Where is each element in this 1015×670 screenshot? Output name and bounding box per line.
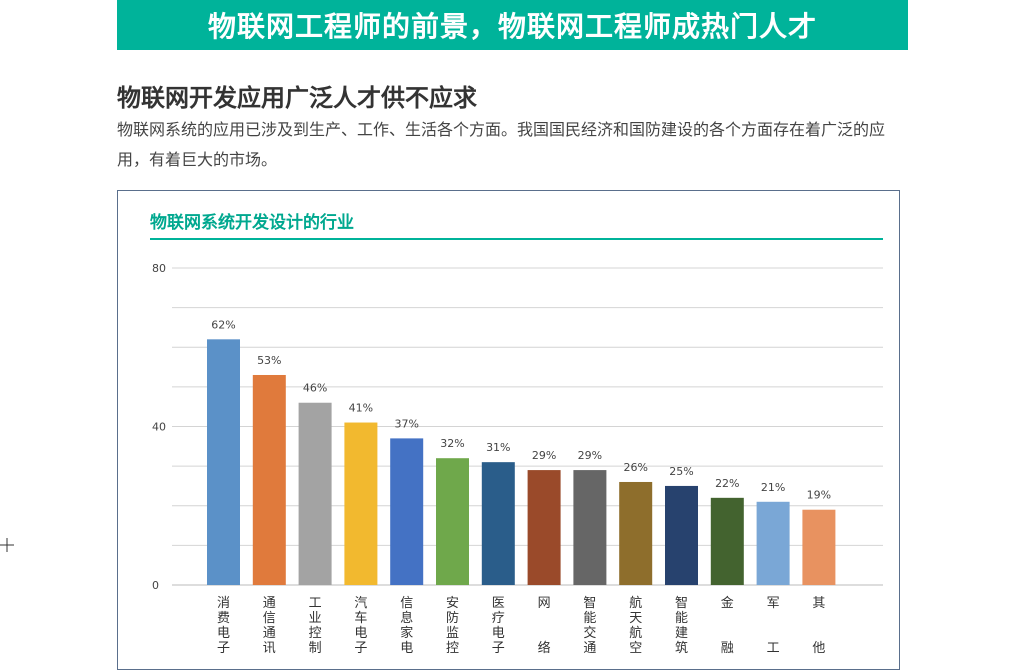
category-tick-label: 安防监控 [446,596,459,656]
bar [298,402,332,585]
banner: 物联网工程师的前景，物联网工程师成热门人才 [117,0,908,50]
bar-value-label: 32% [440,437,464,450]
bar-value-label: 41% [349,402,373,415]
bar-value-label: 53% [257,354,281,367]
y-tick-label: 0 [152,579,159,592]
category-tick-label: 军工 [767,596,780,656]
intro-paragraph: 物联网系统的应用已涉及到生产、工作、生活各个方面。我国国民经济和国防建设的各个方… [117,120,886,169]
category-tick-label: 工业控制 [309,596,322,656]
category-tick-label: 其他 [812,596,825,656]
category-tick-label: 通信通讯 [263,596,276,656]
crosshair-cursor-icon [0,538,14,552]
bar-value-label: 29% [578,449,602,462]
bar-value-label: 31% [486,441,510,454]
category-tick-label: 智能交通 [583,596,596,656]
category-tick-label: 消费电子 [217,596,230,656]
bar [481,462,515,585]
bar-value-label: 26% [623,461,647,474]
bar-value-label: 21% [761,481,785,494]
bar [619,481,653,585]
category-tick-label: 网络 [538,596,551,656]
category-tick-label: 智能建筑 [675,596,688,656]
bar [207,339,240,585]
bar-value-label: 25% [669,465,693,478]
bar [802,509,836,585]
bar [710,497,744,585]
category-tick-label: 医疗电子 [492,596,505,656]
chart-title-rule [150,238,883,240]
section-heading: 物联网开发应用广泛人才供不应求 [117,84,477,112]
category-tick-label: 汽车电子 [354,596,367,656]
bar [390,438,424,585]
bar-value-label: 29% [532,449,556,462]
bar [527,470,561,585]
category-tick-label: 金融 [721,595,734,656]
bar-value-label: 22% [715,477,739,490]
bar [665,485,698,585]
bar [252,374,286,585]
banner-title: 物联网工程师的前景，物联网工程师成热门人才 [207,10,817,43]
category-tick-label: 航天航空 [629,595,642,656]
y-tick-label: 40 [152,421,166,434]
bar-value-label: 19% [807,489,831,502]
bar [573,470,607,585]
bar [344,422,378,585]
bar-value-label: 46% [303,382,327,395]
y-tick-label: 80 [152,262,166,275]
category-tick-label: 信息家电 [400,596,413,656]
bar [756,501,790,585]
bar [436,458,469,585]
chart-title: 物联网系统开发设计的行业 [150,213,354,233]
bar-value-label: 62% [211,318,235,331]
bar-value-label: 37% [394,417,418,430]
